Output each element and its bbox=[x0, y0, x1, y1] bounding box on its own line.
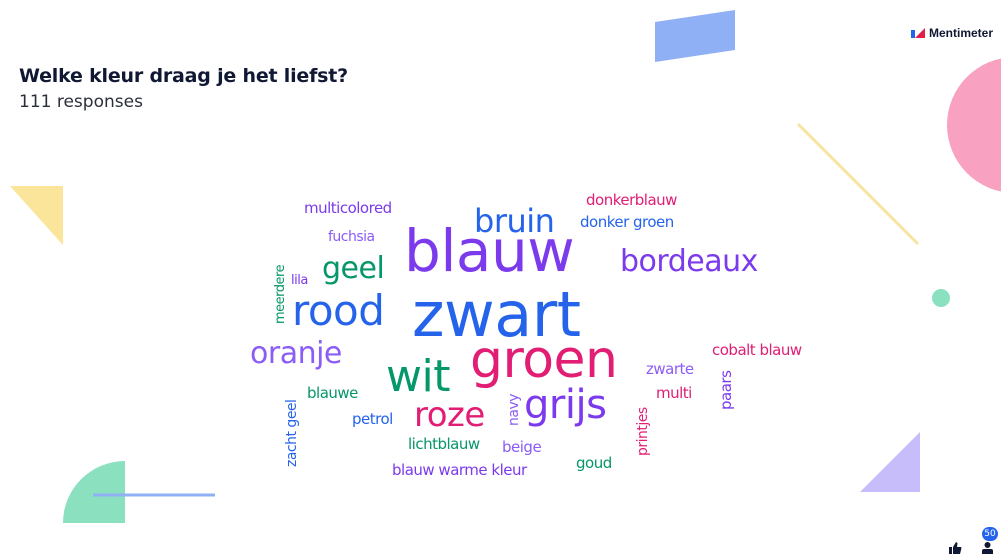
word-donker-groen: donker groen bbox=[580, 213, 674, 231]
mentimeter-logo: Mentimeter bbox=[911, 24, 993, 42]
word-printjes: printjes bbox=[635, 407, 651, 456]
word-bruin: bruin bbox=[474, 202, 555, 240]
word-zwarte: zwarte bbox=[646, 360, 694, 378]
brand-name: Mentimeter bbox=[929, 26, 994, 40]
word-geel: geel bbox=[322, 251, 385, 286]
word-navy: navy bbox=[506, 393, 522, 426]
word-fuchsia: fuchsia bbox=[328, 229, 375, 245]
word-cobalt-blauw: cobalt blauw bbox=[712, 341, 802, 359]
word-roze: roze bbox=[414, 395, 485, 435]
word-goud: goud bbox=[576, 454, 612, 472]
word-zacht-geel: zacht geel bbox=[284, 399, 300, 467]
word-petrol: petrol bbox=[352, 410, 393, 428]
person-icon bbox=[981, 542, 993, 554]
response-count: 111 responses bbox=[19, 92, 143, 112]
word-grijs: grijs bbox=[524, 382, 607, 428]
thumbs-up-icon bbox=[948, 542, 961, 554]
participants-button[interactable]: 50 bbox=[976, 527, 998, 559]
word-multicolored: multicolored bbox=[304, 199, 392, 217]
word-wit: wit bbox=[386, 351, 450, 402]
word-blauw-warme-kleur: blauw warme kleur bbox=[392, 461, 527, 479]
word-groen: groen bbox=[470, 330, 618, 390]
word-multi: multi bbox=[656, 384, 692, 402]
like-button[interactable] bbox=[944, 537, 966, 559]
mentimeter-logo-icon bbox=[911, 28, 925, 38]
word-beige: beige bbox=[502, 438, 542, 456]
participants-count-badge: 50 bbox=[982, 527, 998, 541]
word-lila: lila bbox=[291, 273, 308, 288]
word-paars: paars bbox=[717, 370, 735, 410]
word-donkerblauw: donkerblauw bbox=[586, 191, 677, 209]
word-lichtblauw: lichtblauw bbox=[408, 435, 480, 453]
word-meerdere: meerdere bbox=[273, 264, 288, 324]
word-oranje: oranje bbox=[250, 336, 342, 371]
question-title: Welke kleur draag je het liefst? bbox=[19, 65, 348, 87]
word-rood: rood bbox=[292, 286, 385, 335]
word-zwart: zwart bbox=[412, 278, 581, 351]
word-blauwe: blauwe bbox=[307, 384, 358, 402]
word-bordeaux: bordeaux bbox=[620, 244, 758, 279]
word-blauw: blauw bbox=[404, 217, 575, 285]
